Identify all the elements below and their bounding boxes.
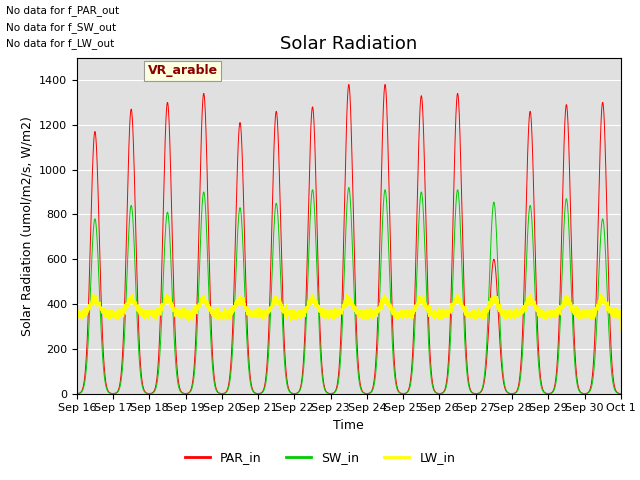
SW_in <box>615 391 623 396</box>
SW_in <box>184 391 191 396</box>
LW_in <box>73 310 81 316</box>
SW_in <box>345 185 353 191</box>
Line: PAR_in: PAR_in <box>77 84 621 394</box>
LW_in <box>424 303 431 309</box>
PAR_in <box>189 375 197 381</box>
SW_in <box>73 391 81 396</box>
LW_in <box>562 290 570 296</box>
PAR_in <box>501 386 509 392</box>
SW_in <box>189 380 197 386</box>
Text: VR_arable: VR_arable <box>147 64 218 77</box>
LW_in <box>617 328 625 334</box>
LW_in <box>189 312 197 317</box>
Text: No data for f_LW_out: No data for f_LW_out <box>6 38 115 49</box>
LW_in <box>501 308 509 314</box>
Line: LW_in: LW_in <box>77 293 621 331</box>
Text: No data for f_PAR_out: No data for f_PAR_out <box>6 5 120 16</box>
PAR_in <box>424 293 431 299</box>
SW_in <box>276 270 284 276</box>
SW_in <box>617 391 625 396</box>
Y-axis label: Solar Radiation (umol/m2/s, W/m2): Solar Radiation (umol/m2/s, W/m2) <box>20 116 33 336</box>
PAR_in <box>615 390 623 396</box>
PAR_in <box>381 82 389 87</box>
X-axis label: Time: Time <box>333 419 364 432</box>
Title: Solar Radiation: Solar Radiation <box>280 35 417 53</box>
Legend: PAR_in, SW_in, LW_in: PAR_in, SW_in, LW_in <box>180 446 460 469</box>
PAR_in <box>617 391 625 396</box>
PAR_in <box>184 390 191 396</box>
SW_in <box>501 384 509 390</box>
SW_in <box>424 324 431 330</box>
LW_in <box>615 308 623 314</box>
Text: No data for f_SW_out: No data for f_SW_out <box>6 22 116 33</box>
LW_in <box>184 309 191 314</box>
LW_in <box>276 304 284 310</box>
PAR_in <box>276 212 284 218</box>
PAR_in <box>73 391 81 396</box>
Line: SW_in: SW_in <box>77 188 621 394</box>
